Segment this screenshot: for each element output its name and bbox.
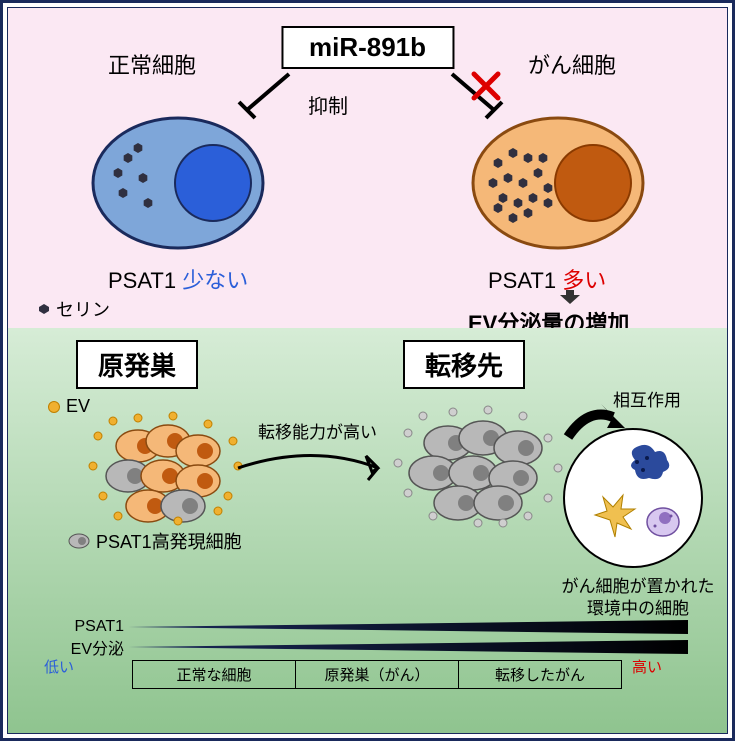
environment-circle [563,428,703,568]
environment-cells [565,430,705,570]
wedge-psat1-label: PSAT1 [48,618,128,636]
wedge-ev [128,640,688,654]
normal-cell-label: 正常細胞 [108,48,196,80]
psat1-left: PSAT1 少ない [108,263,248,295]
scale-boxes: 正常な細胞原発巣（がん）転移したがん [132,660,622,689]
psat-high-legend: PSAT1高発現細胞 [68,528,242,554]
serine-legend: セリン [38,296,110,322]
normal-cell [88,103,268,253]
hexagon-icon [38,303,50,315]
scale-high-label: 高い [632,656,662,677]
metastasis-box: 転移先 [403,340,525,389]
primary-site-box: 原発巣 [76,340,198,389]
bottom-panel: 原発巣 転移先 EV 転移能力が高い 相互作用 がん細胞が置かれた 環境中の細胞… [8,328,727,733]
scale-box-item: 転移したがん [459,661,621,688]
transfer-label: 転移能力が高い [258,418,377,443]
scale-low-label: 低い [44,656,74,677]
metastasis-cluster [378,398,578,528]
down-arrow-icon [558,290,582,304]
cancer-cell [468,103,648,253]
inner-frame: miR-891b 正常細胞 がん細胞 抑制 PSAT1 少ない PSAT1 多い… [7,7,728,734]
outer-frame: miR-891b 正常細胞 がん細胞 抑制 PSAT1 少ない PSAT1 多い… [0,0,735,741]
transfer-arrow-icon [228,438,398,498]
wedge-psat1 [128,620,688,634]
scale-area: PSAT1 EV分泌 正常な細胞原発巣（がん）転移したがん [48,618,688,689]
inhibit-label: 抑制 [308,90,348,119]
top-panel: miR-891b 正常細胞 がん細胞 抑制 PSAT1 少ない PSAT1 多い… [8,8,727,328]
mir-box: miR-891b [281,26,454,69]
gray-cell-icon [68,533,90,549]
cancer-cell-label: がん細胞 [528,48,616,80]
ev-dot-icon [48,401,60,413]
scale-box-item: 正常な細胞 [133,661,296,688]
interaction-label: 相互作用 [613,386,681,411]
scale-box-item: 原発巣（がん） [296,661,459,688]
psat1-right: PSAT1 多い [488,263,606,295]
environment-label: がん細胞が置かれた 環境中の細胞 [553,576,723,620]
